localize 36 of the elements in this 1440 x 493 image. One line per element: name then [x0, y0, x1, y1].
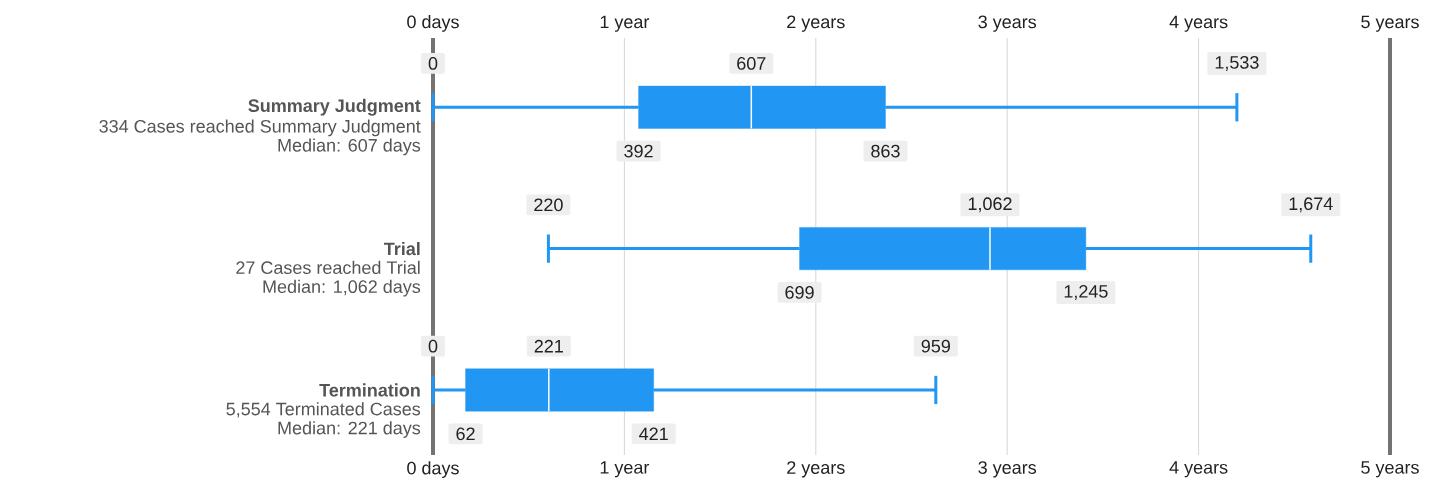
text: 0 [428, 57, 438, 70]
text: 0 [428, 339, 438, 353]
text: 699 [785, 286, 814, 299]
text: 220 [534, 198, 563, 212]
text: Median: 607 days [278, 138, 421, 156]
text: 334 Cases reached Summary Judgment [99, 119, 421, 137]
text: 1,533 [1215, 56, 1259, 71]
x2-tick-label: 2 years [787, 15, 845, 32]
x-tick-label: 0 days [407, 461, 459, 478]
text: Median: 221 days [278, 421, 421, 438]
text: 863 [871, 144, 900, 158]
x-tick-label: 1 year [600, 461, 650, 478]
x2-tick-label: 5 years [1361, 15, 1419, 32]
x-tick-label: 5 years [1361, 461, 1419, 478]
text: Median: 1,062 days [263, 279, 421, 297]
x2-tick-label: 3 years [978, 15, 1037, 32]
text: 1,062 [968, 197, 1012, 213]
y-tick-label: Termination [319, 383, 420, 397]
y-tick-label: Summary Judgment [248, 98, 421, 116]
x-tick-label: 2 years [787, 461, 845, 478]
text: 959 [921, 339, 950, 353]
x2-tick-label: 4 years [1169, 15, 1228, 32]
x-tick-label: 4 years [1169, 461, 1228, 478]
x2-tick-label: 0 days [407, 15, 459, 32]
text: 62 [456, 427, 475, 441]
x2-tick-label: 1 year [600, 15, 650, 32]
text: 392 [624, 144, 653, 158]
y-tick-label: Trial [383, 242, 420, 256]
text: 421 [639, 427, 668, 441]
text: 1,245 [1064, 284, 1108, 300]
text: 607 [737, 57, 766, 70]
x-tick-label: 3 years [978, 461, 1037, 478]
text: 27 Cases reached Trial [236, 260, 420, 275]
text: 5,554 Terminated Cases [226, 402, 421, 418]
text: 221 [534, 339, 563, 353]
text: 1,674 [1289, 197, 1333, 213]
